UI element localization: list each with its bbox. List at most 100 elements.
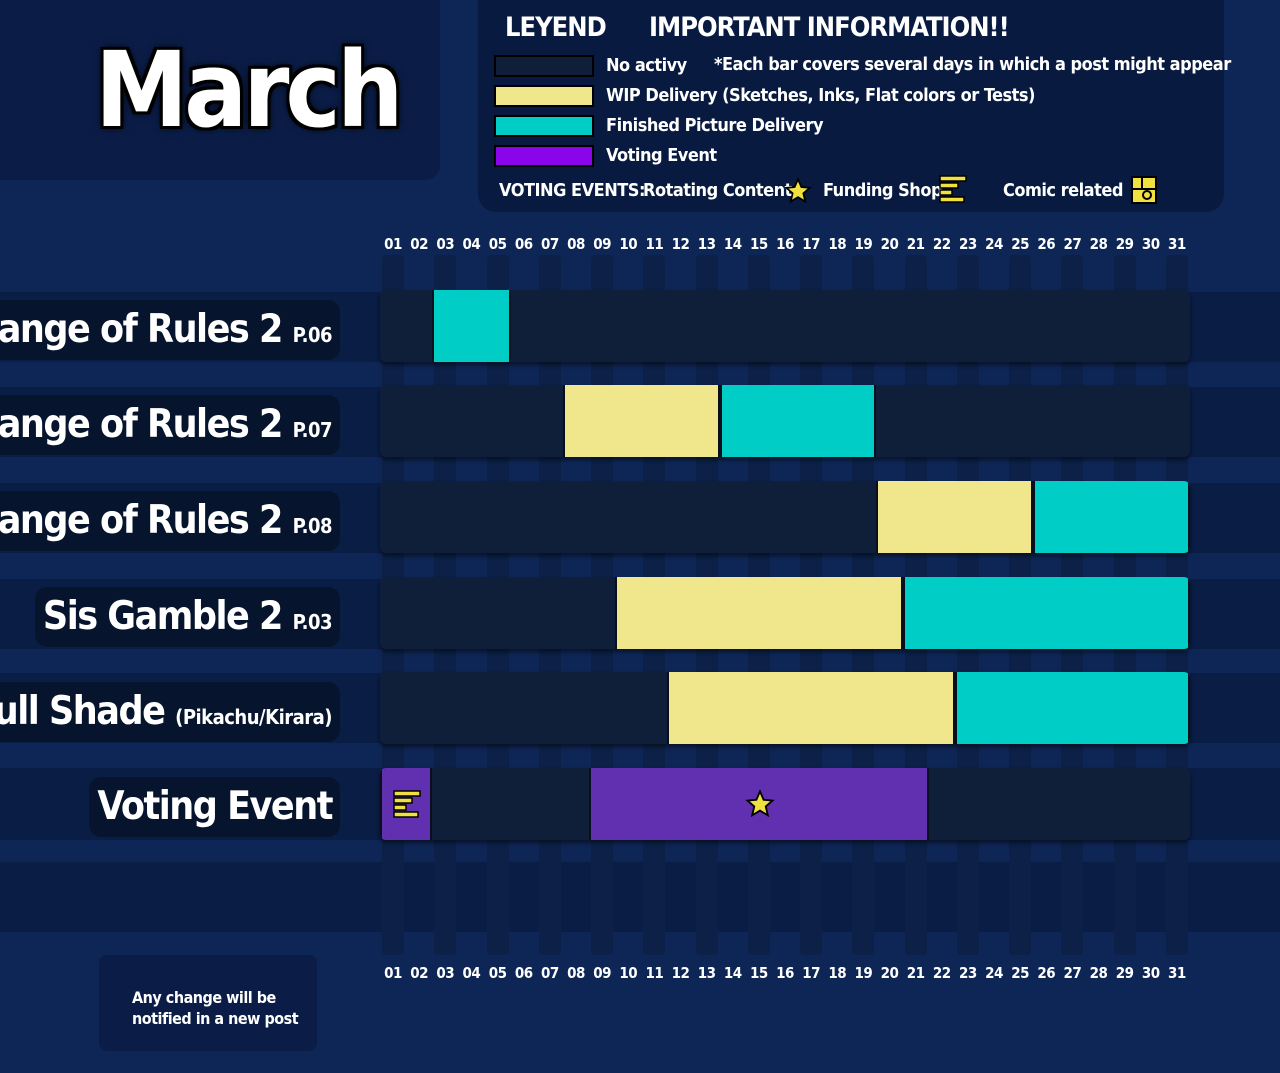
legend-swatch-no-activity (494, 55, 594, 77)
day-tick-label: 04 (462, 964, 481, 982)
day-tick-label: 13 (697, 235, 716, 253)
day-tick-label: 11 (645, 964, 664, 982)
day-tick-label: 17 (802, 964, 821, 982)
bar-segment-wip (876, 481, 1034, 553)
bar-segment-voting (380, 768, 433, 840)
day-tick-label: 22 (932, 235, 951, 253)
day-tick-label: 12 (671, 964, 690, 982)
legend-swatch-finished (494, 115, 594, 137)
legend-label-wip: WIP Delivery (Sketches, Inks, Flat color… (606, 85, 1035, 106)
day-tick-label: 09 (593, 235, 611, 253)
task-track (380, 385, 1190, 457)
funding-shop-icon (392, 789, 424, 823)
voting-event-rotating-content: Rotating Content (643, 180, 792, 201)
day-tick-label: 16 (776, 964, 794, 982)
day-tick-label: 19 (854, 235, 873, 253)
day-tick-label: 20 (880, 235, 899, 253)
bar-segment-finished (902, 577, 1190, 649)
task-label: Full Shade (Pikachu/Kirara) (0, 682, 340, 742)
day-tick-label: 07 (540, 235, 559, 253)
day-tick-label: 10 (619, 964, 638, 982)
funding-shop-icon (939, 175, 967, 203)
star-icon (745, 789, 775, 823)
notice-panel (99, 955, 317, 1051)
day-tick-label: 06 (514, 235, 533, 253)
legend-label-finished: Finished Picture Delivery (606, 115, 824, 136)
comic-icon (1131, 176, 1157, 204)
day-tick-label: 14 (723, 235, 742, 253)
bar-segment-wip (615, 577, 903, 649)
bar-segment-wip (562, 385, 720, 457)
day-tick-label: 13 (697, 964, 716, 982)
task-label: Change of Rules 2 P.07 (0, 395, 340, 455)
task-label: Change of Rules 2 P.06 (0, 300, 340, 360)
day-tick-label: 15 (749, 235, 768, 253)
day-tick-label: 29 (1115, 964, 1134, 982)
day-tick-label: 16 (776, 235, 794, 253)
day-tick-label: 05 (488, 235, 507, 253)
month-title: March (95, 29, 404, 151)
day-tick-label: 03 (436, 235, 455, 253)
day-tick-label: 07 (540, 964, 559, 982)
change-notice: Any change will be notified in a new pos… (132, 988, 299, 1028)
day-tick-label: 28 (1089, 964, 1108, 982)
day-tick-label: 29 (1115, 235, 1134, 253)
day-tick-label: 02 (410, 964, 429, 982)
task-label: Sis Gamble 2 P.03 (34, 587, 340, 647)
day-tick-label: 20 (880, 964, 899, 982)
task-track (380, 290, 1190, 362)
voting-events-title: VOTING EVENTS: (499, 180, 645, 201)
task-label: Change of Rules 2 P.08 (0, 491, 340, 551)
day-tick-label: 21 (906, 235, 925, 253)
voting-event-comic-related: Comic related (1003, 180, 1123, 201)
day-tick-label: 02 (410, 235, 429, 253)
row-band (0, 862, 1280, 932)
day-tick-label: 04 (462, 235, 481, 253)
day-tick-label: 09 (593, 964, 611, 982)
day-tick-label: 25 (1011, 964, 1030, 982)
legend-swatch-wip (494, 85, 594, 107)
day-tick-label: 31 (1168, 964, 1186, 982)
legend-swatch-voting (494, 145, 594, 167)
day-tick-label: 15 (749, 964, 768, 982)
day-tick-label: 12 (671, 235, 690, 253)
task-track (380, 481, 1190, 553)
day-tick-label: 14 (723, 964, 742, 982)
bar-segment-voting (589, 768, 929, 840)
info-title: IMPORTANT INFORMATION!! (649, 12, 1010, 43)
day-tick-label: 11 (645, 235, 664, 253)
day-tick-label: 24 (985, 964, 1003, 982)
day-tick-label: 27 (1063, 964, 1082, 982)
info-note: *Each bar covers several days in which a… (714, 54, 1231, 75)
day-tick-label: 10 (619, 235, 638, 253)
task-track (380, 768, 1190, 840)
day-tick-label: 26 (1037, 235, 1056, 253)
legend-title: LEYEND (505, 12, 607, 43)
day-tick-label: 31 (1168, 235, 1186, 253)
legend-label-no-activity: No activy (606, 55, 687, 76)
day-tick-label: 08 (567, 235, 585, 253)
day-tick-label: 23 (959, 235, 977, 253)
day-tick-label: 18 (828, 964, 847, 982)
bar-segment-wip (667, 672, 955, 744)
day-tick-label: 23 (959, 964, 977, 982)
day-tick-label: 27 (1063, 235, 1082, 253)
bar-segment-finished (432, 290, 511, 362)
day-tick-label: 30 (1141, 964, 1160, 982)
day-tick-label: 26 (1037, 964, 1056, 982)
star-icon (784, 177, 812, 204)
day-tick-label: 18 (828, 235, 847, 253)
day-tick-label: 22 (932, 964, 951, 982)
day-tick-label: 05 (488, 964, 507, 982)
day-tick-label: 25 (1011, 235, 1030, 253)
day-tick-label: 21 (906, 964, 925, 982)
month-panel (0, 0, 440, 180)
day-tick-label: 19 (854, 964, 873, 982)
day-tick-label: 01 (384, 235, 402, 253)
day-tick-label: 08 (567, 964, 585, 982)
task-track (380, 672, 1190, 744)
day-tick-label: 17 (802, 235, 821, 253)
day-tick-label: 06 (514, 964, 533, 982)
day-tick-label: 28 (1089, 235, 1108, 253)
task-label: Voting Event (89, 777, 340, 837)
